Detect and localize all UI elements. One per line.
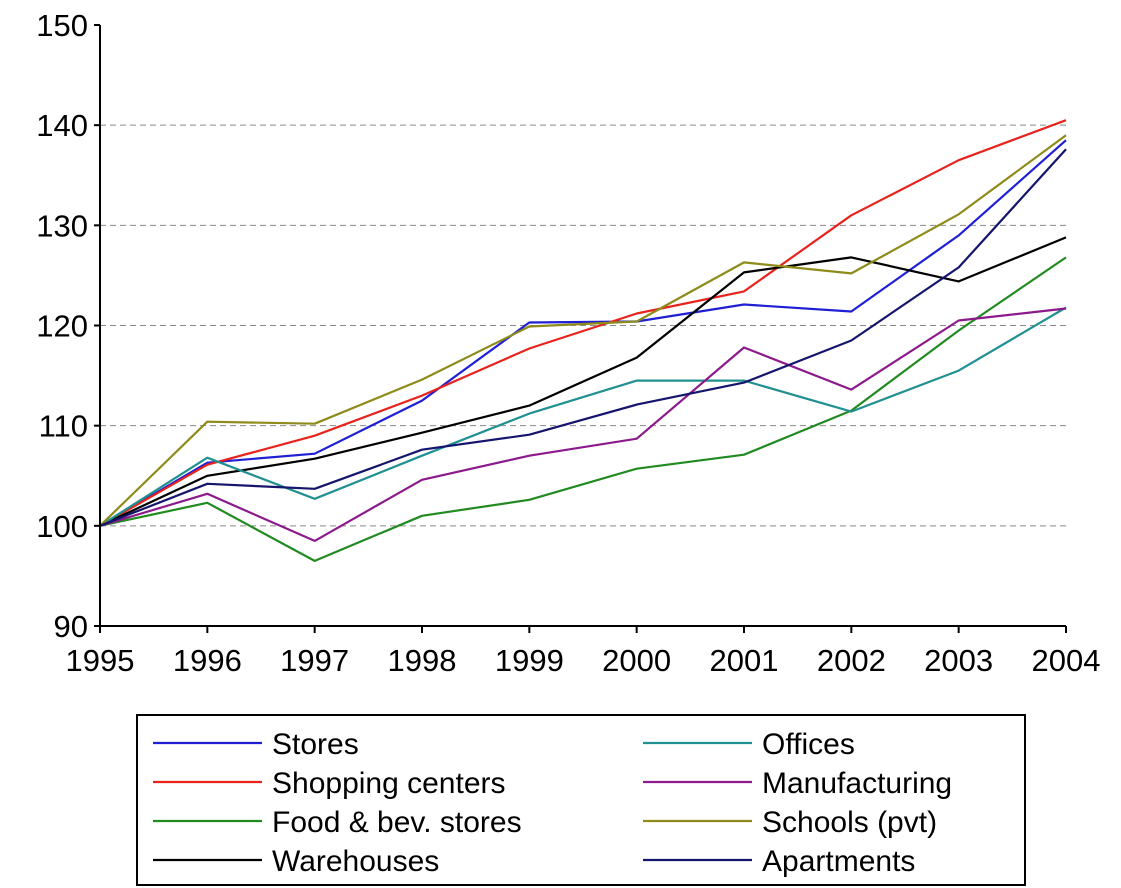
legend-label-manufacturing: Manufacturing (762, 767, 952, 800)
x-tick-label: 2004 (1032, 643, 1101, 678)
y-tick-label: 140 (36, 108, 88, 143)
x-tick-label: 2000 (602, 643, 671, 678)
grid-lines (100, 124, 1066, 527)
x-tick-label: 1998 (388, 643, 457, 678)
y-tick-label: 100 (36, 509, 88, 544)
y-tick-label: 110 (39, 409, 88, 444)
legend: Stores Shopping centers Food & bev. stores… (136, 714, 1026, 886)
legend-label-offices: Offices (762, 728, 855, 761)
x-tick-label: 2001 (710, 643, 779, 678)
x-tick-label: 2002 (817, 643, 886, 678)
x-axis-ticks: 1995 1996 1997 1998 1999 2000 2001 2002 2003 2004 (66, 626, 1101, 678)
x-tick-label: 1995 (66, 643, 135, 678)
x-tick-label: 1999 (495, 643, 564, 678)
y-axis-ticks: 90 100 110 120 130 140 150 (36, 8, 100, 644)
series-lines (99, 119, 1067, 563)
series-line-stores (99, 139, 1067, 527)
legend-label-schools-pvt: Schools (pvt) (762, 806, 937, 839)
series-line-manufacturing (99, 307, 1067, 543)
y-tick-label: 130 (36, 208, 88, 243)
legend-label-shopping-centers: Shopping centers (272, 767, 506, 800)
y-tick-label: 150 (36, 8, 88, 43)
series-line-shopping-centers (99, 119, 1067, 527)
legend-label-warehouses: Warehouses (272, 845, 439, 878)
legend-label-apartments: Apartments (762, 845, 915, 878)
legend-label-food-bev-stores: Food & bev. stores (272, 806, 522, 839)
x-tick-label: 2003 (924, 643, 993, 678)
series-line-schools-pvt (99, 134, 1067, 527)
legend-box (136, 714, 1026, 886)
series-line-warehouses (99, 236, 1067, 527)
x-tick-label: 1997 (280, 643, 349, 678)
x-tick-label: 1996 (173, 643, 242, 678)
y-tick-label: 90 (54, 609, 88, 644)
series-line-apartments (99, 148, 1067, 527)
legend-label-stores: Stores (272, 728, 359, 761)
y-tick-label: 120 (36, 309, 88, 344)
series-line-offices (99, 306, 1067, 527)
series-line-food-bev-stores (99, 256, 1067, 563)
